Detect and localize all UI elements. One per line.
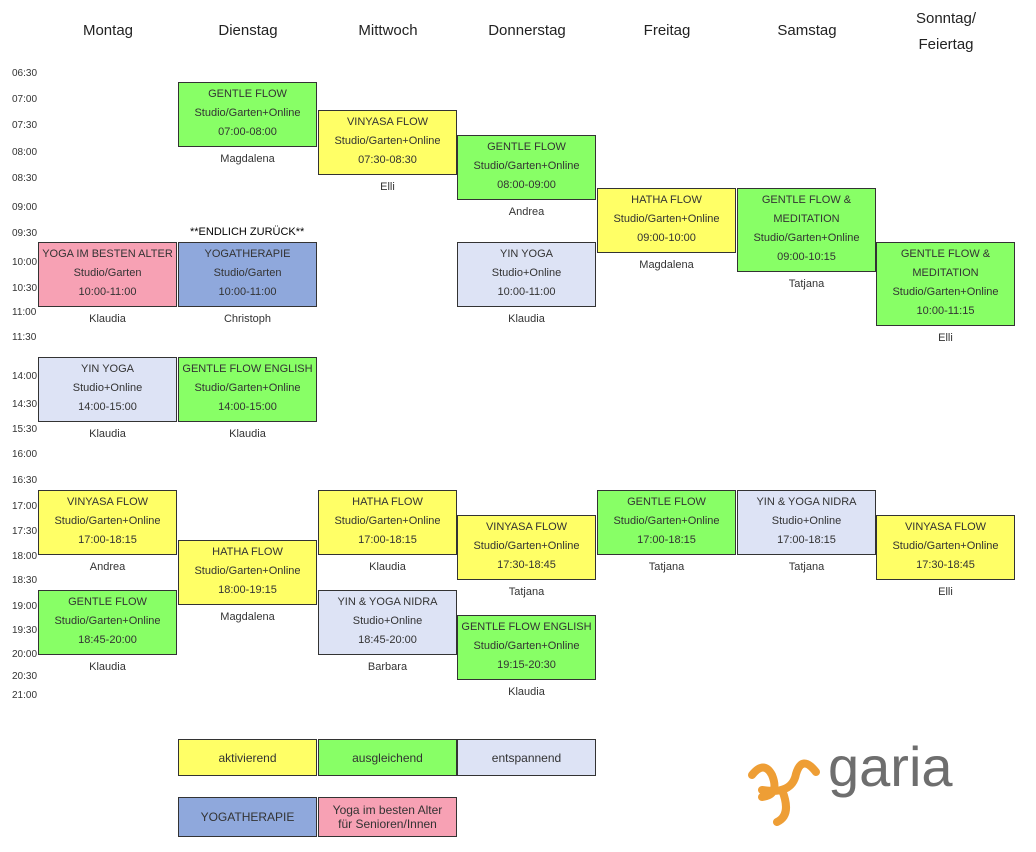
- class-block: GENTLE FLOW ENGLISH Studio/Garten+Online…: [457, 615, 596, 680]
- class-block: GENTLE FLOW & MEDITATION Studio/Garten+O…: [737, 188, 876, 272]
- class-teacher: Klaudia: [508, 312, 545, 325]
- class-block: GENTLE FLOW Studio/Garten+Online 08:00-0…: [457, 135, 596, 200]
- class-teacher: Klaudia: [89, 427, 126, 440]
- day-header: Dienstag: [218, 22, 278, 39]
- class-teacher: Tatjana: [648, 560, 685, 573]
- time-label: 07:00: [12, 94, 38, 105]
- time-label: 18:00: [12, 551, 38, 562]
- class-teacher: Elli: [938, 332, 953, 344]
- legend-c: entspannend: [457, 739, 596, 776]
- day-header: Mittwoch: [358, 22, 418, 39]
- day-header: Montag: [82, 22, 134, 39]
- time-label: 14:00: [12, 371, 38, 382]
- day-header: Donnerstag: [488, 22, 566, 39]
- day-header: Sonntag/ Feiertag: [915, 10, 977, 53]
- class-block: GENTLE FLOW Studio/Garten+Online 18:45-2…: [38, 590, 177, 655]
- class-teacher: Andrea: [508, 205, 545, 218]
- class-teacher: Klaudia: [369, 560, 406, 573]
- class-block: VINYASA FLOW Studio/Garten+Online 07:30-…: [318, 110, 457, 175]
- class-block: HATHA FLOW Studio/Garten+Online 09:00-10…: [597, 188, 736, 253]
- class-teacher: Andrea: [89, 560, 126, 573]
- time-label: 06:30: [12, 68, 38, 79]
- class-block: VINYASA FLOW Studio/Garten+Online 17:30-…: [876, 515, 1015, 580]
- class-teacher: Magdalena: [220, 610, 275, 623]
- legend-e: Yoga im besten Alter für Senioren/Innen: [318, 797, 457, 837]
- class-teacher: Tatjana: [508, 585, 545, 598]
- class-block: HATHA FLOW Studio/Garten+Online 17:00-18…: [318, 490, 457, 555]
- time-label: 10:00: [12, 257, 38, 268]
- time-label: 10:30: [12, 283, 38, 294]
- time-label: 18:30: [12, 575, 38, 586]
- class-block: VINYASA FLOW Studio/Garten+Online 17:30-…: [457, 515, 596, 580]
- time-label: 11:00: [12, 307, 37, 318]
- class-teacher: Christoph: [223, 312, 272, 325]
- time-label: 17:30: [12, 526, 38, 537]
- day-header: Samstag: [777, 22, 837, 39]
- class-teacher: Magdalena: [639, 258, 694, 271]
- om-icon: [748, 759, 820, 826]
- class-block: VINYASA FLOW Studio/Garten+Online 17:00-…: [38, 490, 177, 555]
- time-label: 09:00: [12, 202, 38, 213]
- class-teacher: Klaudia: [89, 660, 126, 673]
- time-label: 21:00: [12, 690, 38, 701]
- class-block: YOGATHERAPIE Studio/Garten 10:00-11:00: [178, 242, 317, 307]
- class-teacher: Klaudia: [508, 685, 545, 698]
- time-label: 19:30: [12, 625, 38, 636]
- time-label: 16:30: [12, 475, 38, 486]
- class-teacher: Elli: [938, 585, 953, 598]
- class-block: YIN & YOGA NIDRA Studio+Online 18:45-20:…: [318, 590, 457, 655]
- time-label: 11:30: [12, 332, 37, 343]
- class-block: YIN YOGA Studio+Online 10:00-11:00: [457, 242, 596, 307]
- class-block: GENTLE FLOW Studio/Garten+Online 17:00-1…: [597, 490, 736, 555]
- day-header: Freitag: [643, 22, 691, 39]
- class-block: YIN YOGA Studio+Online 14:00-15:00: [38, 357, 177, 422]
- class-block: GENTLE FLOW Studio/Garten+Online 07:00-0…: [178, 82, 317, 147]
- time-label: 08:00: [12, 147, 38, 158]
- time-label: 17:00: [12, 501, 38, 512]
- class-block: GENTLE FLOW ENGLISH Studio/Garten+Online…: [178, 357, 317, 422]
- time-label: 07:30: [12, 120, 38, 131]
- class-block: GENTLE FLOW & MEDITATION Studio/Garten+O…: [876, 242, 1015, 326]
- time-label: 08:30: [12, 173, 38, 184]
- class-teacher: Klaudia: [229, 427, 266, 440]
- time-label: 19:00: [12, 601, 38, 612]
- class-block: YIN & YOGA NIDRA Studio+Online 17:00-18:…: [737, 490, 876, 555]
- time-label: 20:00: [12, 649, 38, 660]
- legend-d: YOGATHERAPIE: [178, 797, 317, 837]
- logo: garia: [828, 735, 953, 798]
- class-block: YOGA IM BESTEN ALTER Studio/Garten 10:00…: [38, 242, 177, 307]
- time-label: 15:30: [12, 424, 38, 435]
- class-block: HATHA FLOW Studio/Garten+Online 18:00-19…: [178, 540, 317, 605]
- time-label: 16:00: [12, 449, 38, 460]
- class-teacher: Tatjana: [788, 560, 825, 573]
- legend-b: ausgleichend: [318, 739, 457, 776]
- class-teacher: Barbara: [367, 660, 408, 673]
- legend-a: aktivierend: [178, 739, 317, 776]
- class-teacher: Tatjana: [788, 278, 825, 290]
- time-label: 14:30: [12, 399, 38, 410]
- time-label: 20:30: [12, 671, 38, 682]
- class-teacher: Magdalena: [220, 152, 275, 165]
- class-teacher: Elli: [380, 180, 395, 193]
- class-teacher: Klaudia: [89, 312, 126, 325]
- time-label: 09:30: [12, 228, 38, 239]
- note: **ENDLICH ZURÜCK**: [190, 226, 305, 238]
